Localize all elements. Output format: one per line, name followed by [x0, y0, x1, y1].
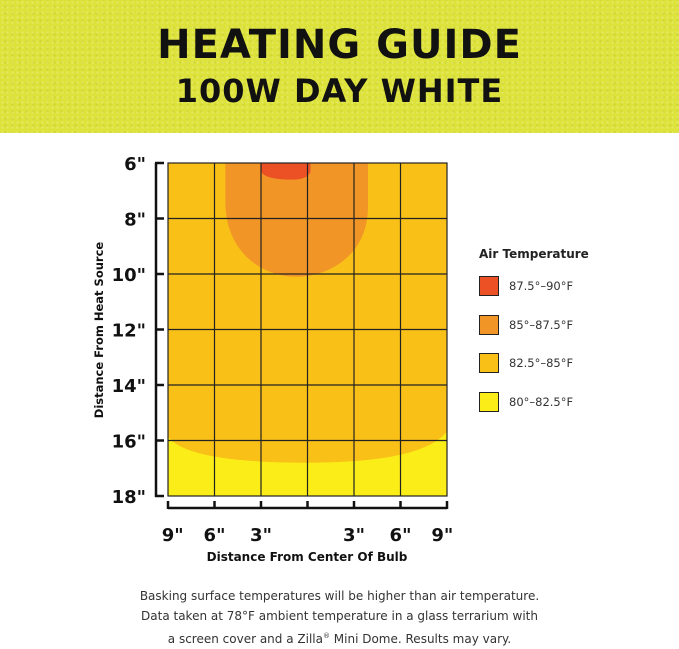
- registered-mark: ®: [322, 632, 330, 640]
- legend-swatch: [479, 315, 499, 335]
- y-tick-label: 14": [112, 376, 146, 397]
- x-tick-label: 6": [204, 525, 226, 546]
- y-tick-label: 8": [124, 210, 146, 231]
- y-tick-labels: 6" 8" 10" 12" 14" 16" 18": [112, 154, 146, 508]
- footnote-line: Basking surface temperatures will be hig…: [139, 589, 540, 603]
- legend-swatch: [479, 392, 499, 412]
- y-tick-label: 10": [112, 265, 146, 286]
- heating-chart: 6" 8" 10" 12" 14" 16" 18" 9" 6" 3" 3" 6" 9" Distanc…: [92, 154, 454, 564]
- footnote-line: a screen cover and a Zilla® Mini Dome. R…: [0, 626, 679, 649]
- legend-label: 85°–87.5°F: [509, 318, 574, 332]
- zone-87-90: [261, 163, 311, 180]
- axes: [154, 161, 449, 510]
- y-tick-label: 16": [112, 432, 146, 453]
- x-axis-label: Distance From Center Of Bulb: [207, 550, 408, 564]
- y-tick-label: 6": [124, 154, 146, 175]
- footnote-line: Data taken at 78°F ambient temperature i…: [141, 609, 538, 623]
- x-tick-label: 9": [431, 525, 453, 546]
- legend-swatch: [479, 276, 499, 296]
- legend-label: 80°–82.5°F: [509, 395, 574, 409]
- x-tick-labels: 9" 6" 3" 3" 6" 9": [162, 525, 454, 546]
- x-tick-label: 3": [343, 525, 365, 546]
- footnote-text: Mini Dome. Results may vary.: [329, 632, 512, 646]
- plot-border: [167, 162, 448, 497]
- x-tick-label: 9": [162, 525, 184, 546]
- footnote: Basking surface temperatures will be hig…: [0, 586, 679, 649]
- page-subtitle: 100W DAY WHITE: [175, 72, 504, 110]
- page-title: HEATING GUIDE: [157, 22, 522, 68]
- legend-swatch: [479, 353, 499, 373]
- y-tick-label: 18": [112, 487, 146, 508]
- y-axis-label: Distance From Heat Source: [92, 242, 106, 419]
- y-tick-label: 12": [112, 321, 146, 342]
- legend-label: 87.5°–90°F: [509, 279, 574, 293]
- legend-title: Air Temperature: [479, 247, 589, 261]
- x-tick-label: 3": [250, 525, 272, 546]
- footnote-text: a screen cover and a Zilla: [167, 632, 323, 646]
- x-tick-label: 6": [390, 525, 412, 546]
- header-banner: HEATING GUIDE 100W DAY WHITE: [0, 0, 679, 133]
- legend-label: 82.5°–85°F: [509, 356, 574, 370]
- grid: [167, 162, 448, 497]
